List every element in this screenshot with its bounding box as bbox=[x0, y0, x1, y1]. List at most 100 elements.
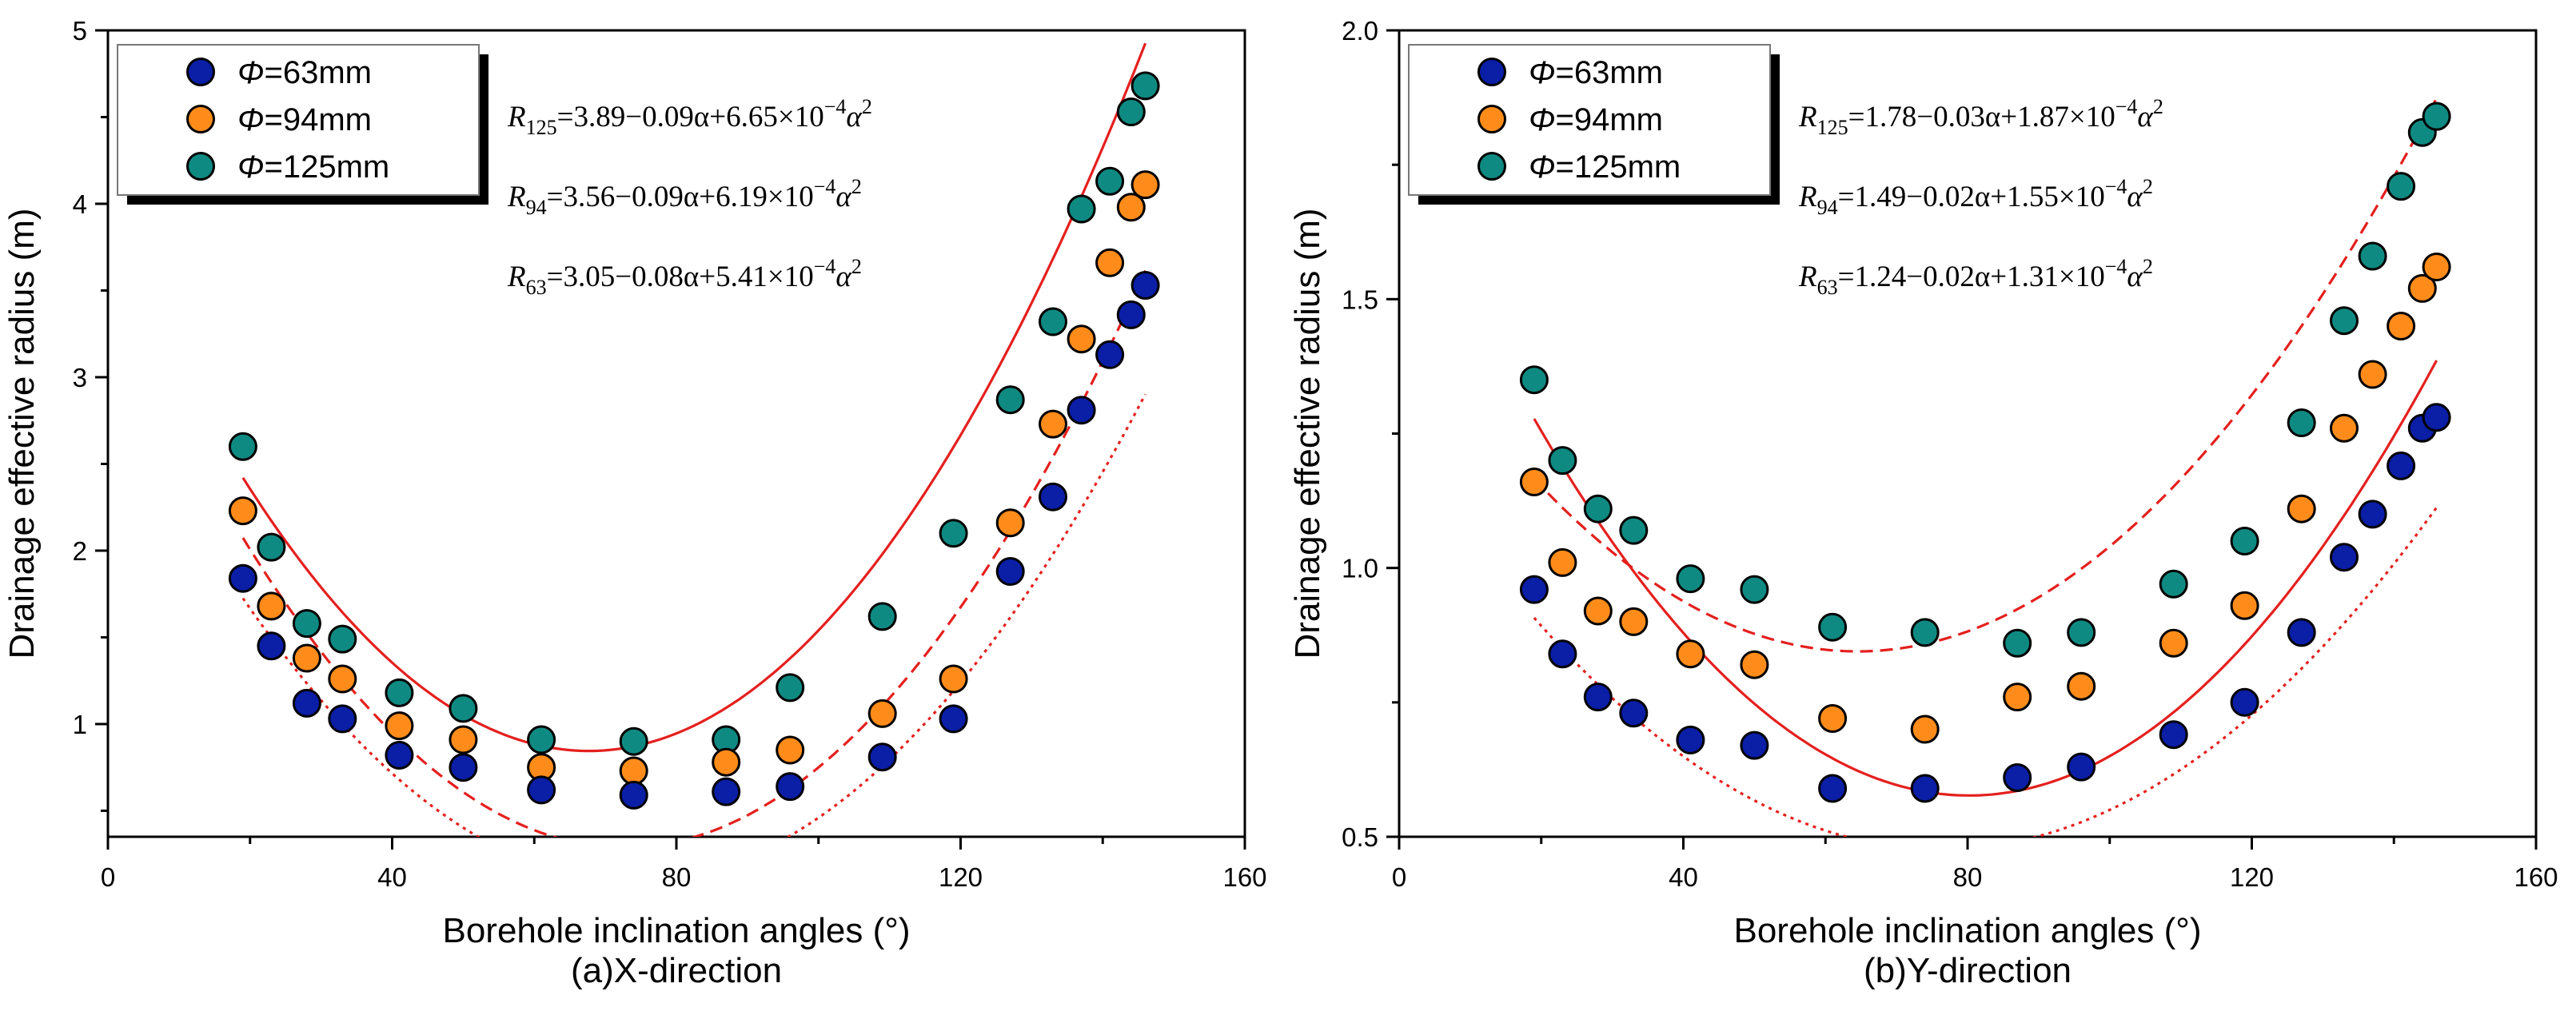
legend-label-125mm: Φ=125mm bbox=[1529, 149, 1681, 185]
data-point-94mm bbox=[1039, 409, 1067, 439]
y-tick-label: 1.0 bbox=[1342, 554, 1378, 583]
data-point-125mm bbox=[292, 609, 321, 639]
x-axis-label: Borehole inclination angles (°) bbox=[442, 911, 910, 950]
y-tick-label: 0.5 bbox=[1342, 822, 1378, 852]
eq-subscript: 125 bbox=[1817, 116, 1848, 139]
data-point-94mm bbox=[1676, 639, 1705, 669]
data-point-125mm bbox=[2159, 569, 2188, 599]
data-point-63mm bbox=[257, 631, 286, 661]
data-point-125mm bbox=[1676, 564, 1705, 594]
eq-body: =1.49−0.02α+1.55×10 bbox=[1838, 181, 2105, 213]
data-point-94mm bbox=[995, 508, 1025, 538]
data-point-63mm bbox=[228, 563, 257, 593]
legend-label-125mm: Φ=125mm bbox=[237, 149, 389, 185]
fit-curve-94mm bbox=[1533, 98, 2438, 653]
data-point-94mm bbox=[1116, 193, 1146, 222]
data-point-125mm bbox=[1740, 575, 1769, 604]
data-point-94mm bbox=[776, 735, 805, 765]
data-point-94mm bbox=[257, 591, 286, 621]
data-point-94mm bbox=[1548, 547, 1577, 577]
legend-label-63mm: Φ=63mm bbox=[237, 55, 372, 90]
legend-label-94mm: Φ=94mm bbox=[1529, 102, 1663, 137]
y-tick-label: 1 bbox=[73, 710, 87, 739]
data-point-63mm bbox=[1067, 396, 1096, 425]
eq-alpha: α bbox=[2137, 101, 2154, 133]
eq-power: 2 bbox=[2153, 95, 2163, 118]
y-axis-label: Drainage effective radius (m) bbox=[2, 208, 42, 659]
eq-power: 2 bbox=[851, 255, 862, 278]
data-point-125mm bbox=[1095, 166, 1125, 196]
eq-symbol: R bbox=[1798, 101, 1817, 133]
data-point-125mm bbox=[1116, 98, 1146, 126]
data-point-63mm bbox=[2387, 451, 2416, 480]
data-point-125mm bbox=[1067, 194, 1096, 224]
data-point-63mm bbox=[1519, 575, 1549, 604]
eq-subscript: 63 bbox=[526, 276, 547, 299]
eq-exponent: −4 bbox=[2105, 175, 2127, 198]
data-point-63mm bbox=[776, 772, 805, 802]
eq-power: 2 bbox=[851, 175, 862, 198]
fit-curve-125mm bbox=[241, 42, 1147, 753]
data-point-125mm bbox=[1519, 365, 1549, 395]
data-point-94mm bbox=[2067, 671, 2096, 701]
data-point-94mm bbox=[1818, 704, 1848, 733]
data-point-94mm bbox=[712, 747, 741, 777]
data-point-125mm bbox=[2422, 101, 2451, 131]
x-tick-label: 40 bbox=[1669, 862, 1698, 892]
data-point-63mm bbox=[1818, 774, 1848, 803]
x-axis-label: Borehole inclination angles (°) bbox=[1733, 911, 2201, 950]
data-point-63mm bbox=[1116, 300, 1146, 329]
data-point-63mm bbox=[2422, 403, 2451, 432]
x-tick-label: 80 bbox=[662, 862, 692, 892]
data-point-125mm bbox=[2003, 628, 2032, 658]
data-point-125mm bbox=[1548, 446, 1577, 476]
y-tick-label: 3 bbox=[73, 363, 87, 392]
legend-label-63mm: Φ=63mm bbox=[1529, 55, 1663, 90]
data-point-125mm bbox=[228, 432, 257, 461]
y-tick-label: 2.0 bbox=[1342, 16, 1378, 46]
x-tick-label: 0 bbox=[1392, 862, 1406, 892]
legend-marker-94mm bbox=[186, 105, 215, 133]
data-point-125mm bbox=[995, 385, 1025, 415]
data-point-125mm bbox=[2330, 306, 2359, 336]
data-point-63mm bbox=[1910, 774, 1940, 803]
legend-label-text: =63mm bbox=[1555, 55, 1663, 90]
legend-marker-63mm bbox=[1477, 58, 1506, 86]
data-point-63mm bbox=[449, 753, 478, 782]
eq-symbol: R bbox=[507, 261, 526, 293]
data-point-125mm bbox=[1583, 494, 1613, 523]
data-point-125mm bbox=[2067, 618, 2096, 647]
data-point-94mm bbox=[385, 711, 414, 741]
data-point-63mm bbox=[1619, 699, 1649, 728]
legend-phi-symbol: Φ bbox=[1529, 149, 1555, 185]
y-axis-label: Drainage effective radius (m) bbox=[1288, 208, 1327, 659]
data-point-125mm bbox=[1818, 612, 1848, 642]
data-point-63mm bbox=[1676, 725, 1705, 754]
data-point-125mm bbox=[449, 694, 478, 723]
fit-curve-63mm bbox=[1533, 507, 2438, 837]
eq-subscript: 125 bbox=[526, 116, 557, 139]
legend-phi-symbol: Φ bbox=[1529, 55, 1555, 90]
eq-body: =3.89−0.09α+6.65×10 bbox=[557, 101, 824, 133]
legend-label-text: =94mm bbox=[1555, 102, 1663, 137]
eq-symbol: R bbox=[1798, 261, 1817, 293]
data-point-94mm bbox=[2422, 253, 2451, 281]
y-tick-label: 1.5 bbox=[1342, 285, 1378, 314]
data-point-94mm bbox=[2358, 360, 2387, 389]
x-tick-label: 120 bbox=[2230, 862, 2274, 892]
regression-equation: R63=1.24−0.02α+1.31×10−4α2 bbox=[1798, 255, 2153, 299]
data-point-125mm bbox=[2387, 172, 2416, 201]
data-point-63mm bbox=[292, 688, 321, 718]
x-tick-label: 80 bbox=[1953, 862, 1983, 892]
data-point-125mm bbox=[2358, 241, 2387, 271]
eq-symbol: R bbox=[507, 181, 526, 213]
eq-exponent: −4 bbox=[814, 255, 836, 278]
data-point-125mm bbox=[1619, 515, 1649, 545]
data-point-94mm bbox=[1130, 170, 1160, 200]
data-point-63mm bbox=[2358, 500, 2387, 529]
eq-alpha: α bbox=[2127, 261, 2143, 293]
eq-exponent: −4 bbox=[824, 95, 847, 118]
data-point-125mm bbox=[385, 678, 414, 707]
data-point-63mm bbox=[1039, 482, 1067, 511]
